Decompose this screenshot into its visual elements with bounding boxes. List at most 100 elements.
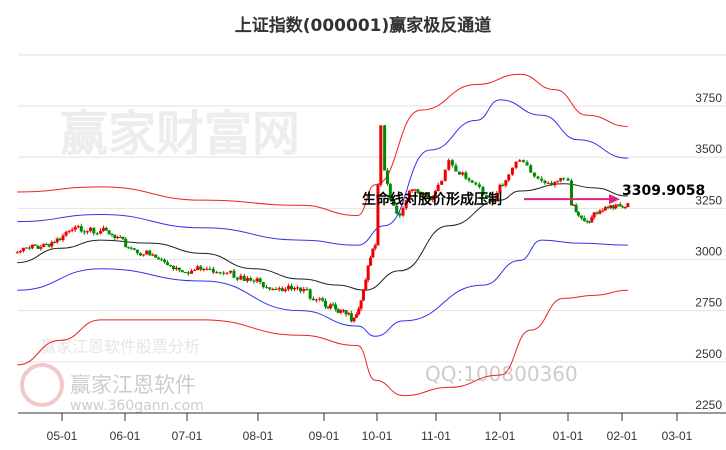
- candle: [431, 196, 435, 201]
- candle: [274, 288, 278, 290]
- candle: [326, 306, 330, 309]
- candle: [518, 160, 522, 162]
- candle: [232, 270, 236, 278]
- candle: [118, 237, 122, 239]
- candle: [410, 189, 414, 191]
- candle: [349, 313, 353, 322]
- candle: [413, 189, 417, 191]
- candle: [492, 200, 496, 202]
- candle: [582, 217, 586, 221]
- candle: [79, 226, 83, 232]
- candle: [88, 227, 92, 232]
- candle: [163, 259, 167, 263]
- candle: [436, 184, 440, 191]
- candle: [484, 195, 488, 199]
- candle: [566, 178, 570, 181]
- candle: [208, 268, 212, 270]
- candle: [361, 289, 365, 301]
- candle: [70, 229, 74, 231]
- candle: [126, 247, 130, 249]
- y-tick-label: 3250: [695, 193, 722, 207]
- outer_band-line: [17, 73, 628, 217]
- candle: [229, 270, 233, 273]
- candle: [39, 247, 43, 249]
- candle: [507, 174, 511, 181]
- outer_band-line: [17, 289, 628, 397]
- candle: [242, 275, 246, 282]
- candle: [525, 162, 529, 166]
- candle: [235, 277, 239, 280]
- annotation: 生命线对股价形成压制 3309.9058: [362, 183, 705, 208]
- candle: [447, 160, 451, 170]
- candle: [199, 266, 203, 270]
- candle: [616, 204, 620, 206]
- candle: [404, 200, 408, 209]
- candle: [443, 169, 447, 181]
- candle: [268, 287, 272, 290]
- candle: [92, 227, 96, 234]
- candle: [249, 278, 253, 281]
- candle: [598, 210, 602, 214]
- candle: [521, 160, 525, 163]
- candle: [132, 248, 136, 250]
- candle: [101, 227, 105, 231]
- x-tick-label: 05-01: [47, 429, 78, 443]
- candle: [398, 213, 402, 216]
- candle: [318, 298, 322, 300]
- candle: [21, 247, 25, 252]
- candle: [529, 165, 533, 173]
- candle: [504, 180, 508, 186]
- candle: [540, 178, 544, 181]
- candle: [124, 238, 128, 248]
- watermark-diagonal: 赢家江恩软件股票分析: [40, 337, 200, 356]
- candle: [470, 180, 474, 183]
- annotation-text: 生命线对股价形成压制: [362, 191, 502, 208]
- candle: [606, 207, 610, 209]
- candle: [416, 189, 420, 194]
- candle: [271, 288, 275, 290]
- candle: [576, 212, 580, 216]
- candle: [371, 248, 375, 258]
- candle: [193, 270, 197, 272]
- candle: [407, 190, 411, 201]
- candle: [53, 242, 57, 244]
- candle: [498, 184, 502, 193]
- candle: [218, 272, 222, 274]
- candle: [186, 272, 190, 274]
- candle: [514, 161, 518, 168]
- candle: [160, 259, 164, 261]
- candle: [168, 265, 172, 267]
- candle: [450, 160, 454, 166]
- candle: [202, 269, 206, 271]
- candle: [481, 186, 485, 196]
- candle: [391, 200, 395, 206]
- candle: [151, 254, 155, 256]
- candle: [536, 176, 540, 179]
- watermark-big: 赢家财富网: [60, 106, 300, 162]
- candle: [461, 172, 465, 175]
- candle: [255, 278, 259, 282]
- candle: [454, 165, 458, 172]
- candle: [579, 215, 583, 218]
- candle: [289, 285, 293, 290]
- candle: [183, 272, 187, 274]
- candle: [239, 275, 243, 280]
- candle: [64, 232, 68, 236]
- candle: [331, 304, 335, 306]
- axes: 2250 2500 2750 3000 3250 3500 3750 05-01 06-01 07…: [18, 91, 726, 443]
- channel-lines: [17, 73, 628, 397]
- candle: [364, 279, 368, 290]
- inner_band-line: [17, 239, 628, 337]
- candle: [305, 289, 309, 291]
- logo-seal: [20, 363, 64, 407]
- candle: [99, 230, 103, 234]
- candle: [33, 244, 37, 246]
- candle: [553, 181, 557, 186]
- candle: [174, 267, 178, 270]
- candle: [261, 282, 265, 288]
- candle: [110, 233, 114, 235]
- candle: [24, 247, 28, 249]
- x-tick-label: 10-01: [362, 429, 393, 443]
- candle: [258, 278, 262, 283]
- candle: [385, 170, 389, 184]
